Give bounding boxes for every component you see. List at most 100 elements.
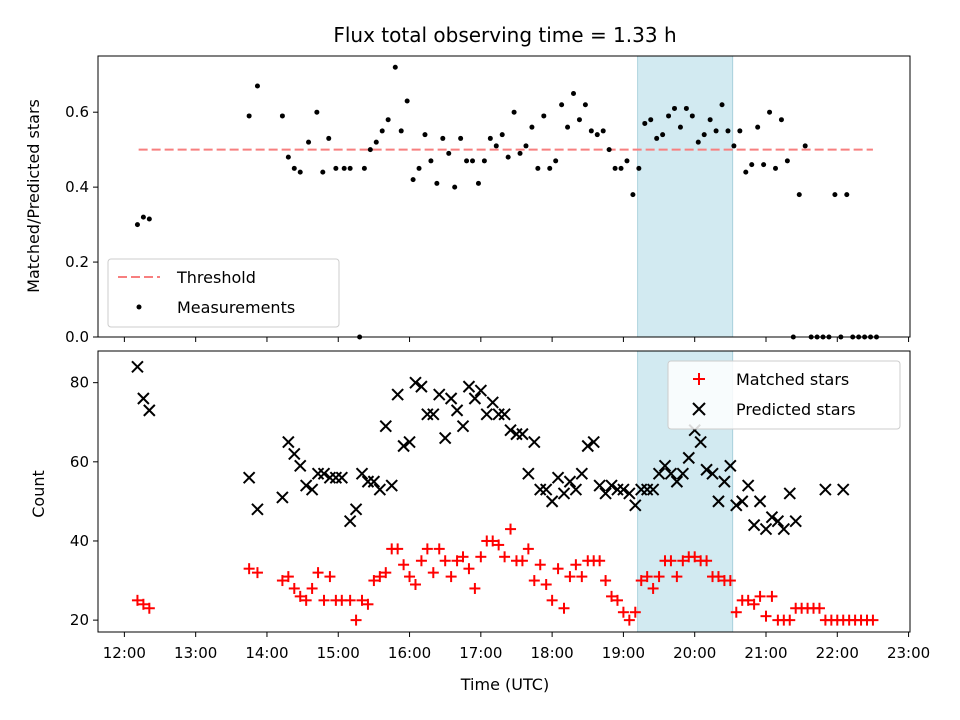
predicted-point [323,471,337,484]
matched-point [570,559,582,571]
measurement-point [701,132,707,138]
matched-point [499,551,511,563]
predicted-point [557,487,571,500]
x-tick-label: 22:00 [816,644,859,662]
bottom-y-tick-label: 80 [70,374,89,392]
predicted-point [474,384,488,397]
top-points-group [134,64,879,340]
matched-point [546,594,558,606]
matched-point [427,567,439,579]
predicted-point [569,483,583,496]
predicted-point [682,451,695,465]
measurement-point [624,158,630,164]
matched-point [131,594,143,606]
predicted-point [783,487,796,500]
predicted-point [545,495,559,508]
matched-point [463,563,475,575]
top-y-tick-label: 0.4 [65,178,89,196]
predicted-point [468,392,482,405]
measurement-point [541,113,547,119]
measurement-point [326,135,332,141]
top-y-tick-label: 0.2 [65,253,89,271]
matched-point [611,594,623,606]
legend-matched-swatch [693,373,705,385]
matched-point [362,598,374,610]
predicted-point [759,522,773,536]
predicted-point [361,475,375,488]
measurement-point [767,109,773,115]
measurement-point [666,113,672,119]
predicted-point [462,380,476,393]
predicted-point [367,475,381,488]
measurement-point [588,128,594,134]
matched-point [600,575,612,587]
measurement-point [683,105,689,111]
matched-point [392,543,404,555]
bottom-y-axis-label: Count [29,470,48,518]
predicted-point [777,522,791,536]
matched-point [312,567,324,579]
measurement-point [493,143,499,149]
predicted-point [397,439,410,453]
predicted-point [605,479,618,492]
measurement-point [743,169,749,175]
matched-point [451,555,463,567]
matched-point [505,523,517,535]
predicted-point [516,427,529,441]
predicted-point [311,467,325,480]
predicted-point [837,483,850,496]
measurement-point [392,64,398,70]
measurement-point [553,158,559,164]
measurement-point [367,147,373,153]
x-tick-label: 18:00 [531,644,574,662]
matched-point [724,575,736,587]
measurement-point [398,128,404,134]
matched-point [445,571,457,583]
predicted-point [741,479,755,492]
predicted-point [510,427,523,441]
measurement-point [511,109,517,115]
measurement-point [254,83,260,89]
predicted-point [652,467,666,480]
predicted-point [522,467,535,480]
matched-point [760,610,772,622]
measurement-point [654,135,660,141]
matched-point [813,602,825,614]
matched-point [665,555,677,567]
predicted-point [391,388,404,401]
measurement-point [529,124,535,130]
measurement-point [796,192,802,198]
matched-point [421,543,433,555]
matched-point [356,594,368,606]
predicted-point [747,518,761,532]
matched-point [867,614,879,626]
measurement-point [559,102,565,108]
predicted-point [504,423,517,437]
matched-point [439,555,451,567]
matched-point [754,590,766,602]
matched-point [623,614,635,626]
matched-point [677,555,689,567]
predicted-point [282,435,295,449]
measurement-point [279,113,285,119]
matched-point [653,571,665,583]
bottom-points-group [131,360,879,626]
top-y-tick-label: 0.0 [65,328,89,346]
measurement-point [695,139,701,145]
bottom-y-tick-label: 40 [70,532,89,550]
matched-point [552,563,564,575]
predicted-point [373,483,387,496]
x-tick-label: 15:00 [317,644,360,662]
predicted-point [242,471,256,484]
measurement-point [547,165,553,171]
measurement-point [475,180,481,186]
measurement-point [285,154,291,160]
top-legend-frame [107,258,340,328]
predicted-point [611,483,624,496]
predicted-point [415,380,428,393]
predicted-point [700,463,713,476]
bottom-legend-frame [667,360,901,430]
predicted-point [349,503,363,516]
measurement-point [642,120,648,126]
predicted-point [131,360,144,374]
